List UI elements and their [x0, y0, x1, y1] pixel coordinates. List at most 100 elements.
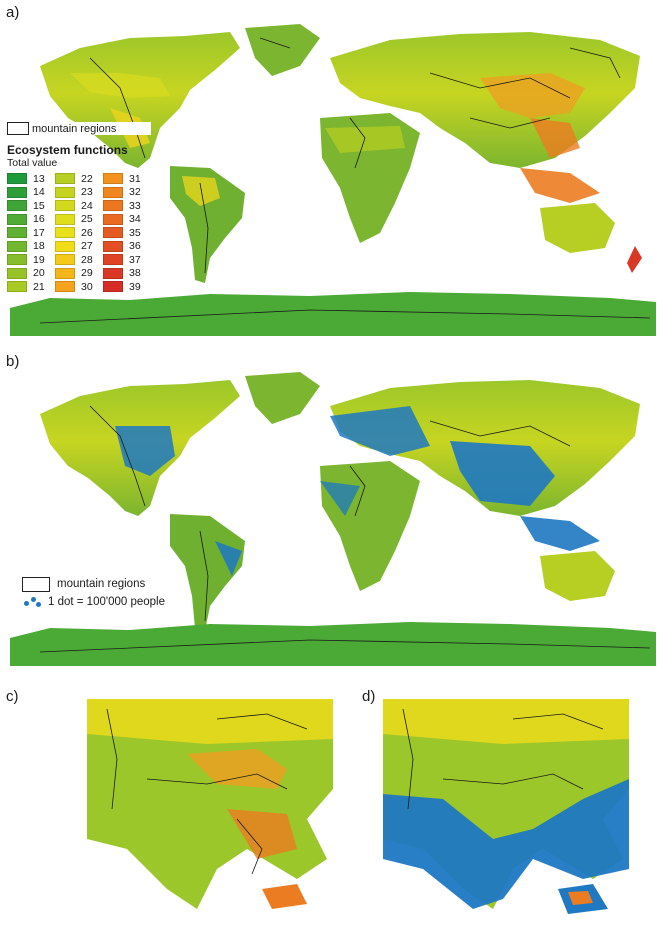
legend-class-item: 23	[55, 186, 103, 200]
legend-color-swatch	[55, 227, 75, 239]
legend-subtitle: Total value	[7, 157, 58, 169]
legend-color-swatch	[7, 200, 27, 212]
antarctica-landmass	[10, 292, 656, 336]
legend-color-swatch	[55, 240, 75, 252]
world-map-population-overlay	[10, 372, 656, 666]
legend-color-swatch	[103, 200, 123, 212]
legend-class-item: 21	[7, 280, 55, 294]
legend-class-value: 32	[129, 186, 141, 199]
legend-color-swatch	[7, 227, 27, 239]
legend-title: Ecosystem functions	[7, 143, 128, 157]
legend-color-swatch	[55, 186, 75, 198]
legend-class-value: 36	[129, 240, 141, 253]
legend-class-item: 26	[55, 226, 103, 240]
legend-color-swatch	[7, 281, 27, 293]
legend-color-swatch	[7, 240, 27, 252]
legend-color-swatch	[103, 267, 123, 279]
legend-class-item: 13	[7, 172, 55, 186]
legend-color-swatch	[103, 281, 123, 293]
legend-class-item: 39	[103, 280, 151, 294]
legend-class-value: 30	[81, 280, 93, 293]
legend-class-item: 37	[103, 253, 151, 267]
legend-class-item: 31	[103, 172, 151, 186]
legend-class-item: 14	[7, 186, 55, 200]
legend-class-value: 31	[129, 172, 141, 185]
antarctica-landmass	[10, 622, 656, 666]
legend-color-swatch	[55, 173, 75, 185]
legend-class-item: 24	[55, 199, 103, 213]
legend-class-value: 26	[81, 226, 93, 239]
legend-color-swatch	[7, 267, 27, 279]
legend-class-value: 28	[81, 253, 93, 266]
legend-color-swatch	[7, 173, 27, 185]
legend-class-item: 19	[7, 253, 55, 267]
greenland-landmass	[245, 372, 320, 424]
legend-class-item: 34	[103, 213, 151, 227]
legend-class-value: 23	[81, 186, 93, 199]
legend-color-swatch	[7, 254, 27, 266]
legend-color-swatch	[103, 240, 123, 252]
legend-class-item: 18	[7, 240, 55, 254]
population-dot-icon	[22, 595, 44, 609]
legend-class-item: 16	[7, 213, 55, 227]
legend-class-value: 35	[129, 226, 141, 239]
legend-class-item: 25	[55, 213, 103, 227]
panel-c-label: c)	[6, 688, 19, 705]
australia-landmass	[540, 203, 615, 253]
legend-class-item: 36	[103, 240, 151, 254]
legend-color-swatch	[55, 281, 75, 293]
mountain-region-swatch	[22, 576, 50, 592]
legend-class-value: 18	[33, 240, 45, 253]
legend-population-dot: 1 dot = 100'000 people	[22, 593, 165, 611]
north-america-landmass	[40, 32, 240, 168]
legend-class-item: 35	[103, 226, 151, 240]
panel-b-label: b)	[6, 353, 20, 370]
legend-class-value: 17	[33, 226, 45, 239]
legend-class-value: 24	[81, 199, 93, 212]
legend-class-value: 37	[129, 253, 141, 266]
panel-a-label: a)	[6, 4, 20, 21]
legend-class-value: 29	[81, 267, 93, 280]
legend-class-value: 38	[129, 267, 141, 280]
legend-color-swatch	[103, 173, 123, 185]
legend-class-value: 27	[81, 240, 93, 253]
legend-color-swatch	[7, 213, 27, 225]
legend-ecosystem-functions: mountain regions Ecosystem functions Tot…	[7, 122, 151, 294]
legend-class-value: 25	[81, 213, 93, 226]
legend-class-item: 38	[103, 267, 151, 281]
legend-class-value: 13	[33, 172, 45, 185]
legend-class-item: 30	[55, 280, 103, 294]
legend-class-item: 15	[7, 199, 55, 213]
legend-mountain-regions: mountain regions	[22, 575, 165, 593]
legend-color-swatch	[103, 254, 123, 266]
legend-class-value: 33	[129, 199, 141, 212]
legend-color-swatch	[55, 213, 75, 225]
legend-class-value: 14	[33, 186, 45, 199]
greenland-landmass	[245, 24, 320, 76]
legend-class-item: 33	[103, 199, 151, 213]
legend-class-item: 27	[55, 240, 103, 254]
legend-mountain-label: mountain regions	[57, 578, 146, 590]
legend-color-swatch	[7, 186, 27, 198]
asia-map-population-overlay	[383, 699, 629, 939]
legend-dot-label: 1 dot = 100'000 people	[48, 596, 165, 608]
legend-class-value: 22	[81, 172, 93, 185]
legend-class-grid: 13 22 31 14 23 32 15 24 33 16 25 34 17 26 35 18 27 36 19 28…	[7, 172, 151, 294]
asia-map-ecosystem-functions	[87, 699, 333, 939]
africa-landmass	[320, 461, 420, 591]
legend-color-swatch	[55, 200, 75, 212]
se-asia-islands	[520, 168, 600, 203]
legend-population: mountain regions 1 dot = 100'000 people	[22, 575, 165, 611]
legend-class-item: 29	[55, 267, 103, 281]
legend-color-swatch	[55, 267, 75, 279]
legend-color-swatch	[103, 213, 123, 225]
mountain-region-swatch	[7, 122, 29, 135]
legend-class-item: 32	[103, 186, 151, 200]
legend-mountain-label: mountain regions	[32, 122, 117, 135]
legend-class-value: 34	[129, 213, 141, 226]
world-map-ecosystem-functions	[10, 24, 656, 336]
legend-class-value: 21	[33, 280, 45, 293]
mountain-region-outlines	[106, 708, 308, 875]
legend-class-value: 19	[33, 253, 45, 266]
legend-class-value: 39	[129, 280, 141, 293]
